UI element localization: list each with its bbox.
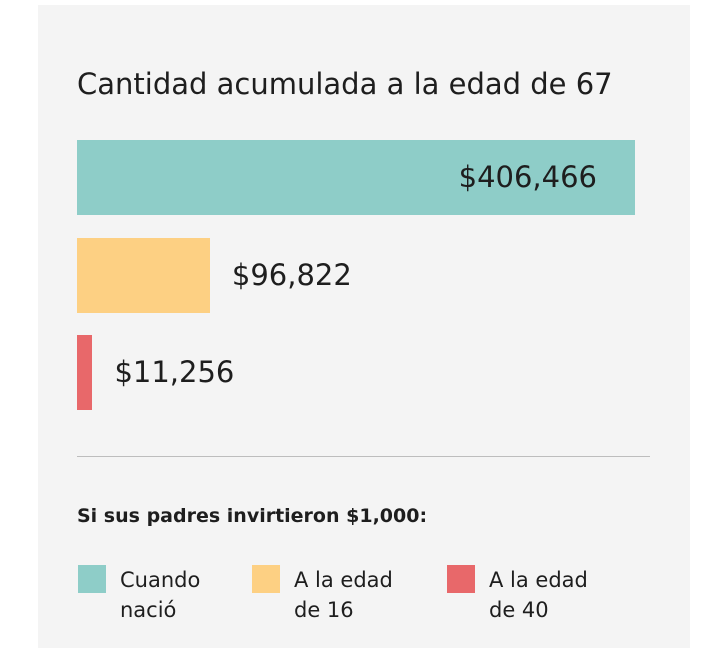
legend-swatch (78, 565, 106, 593)
chart-title: Cantidad acumulada a la edad de 67 (77, 67, 613, 101)
value-label: $11,256 (114, 355, 235, 389)
legend-label: A la edad de 40 (489, 568, 588, 622)
bar (77, 140, 635, 215)
bar (77, 335, 93, 410)
legend-label: Cuando nació (120, 568, 201, 622)
legend-swatch (252, 565, 280, 593)
divider (77, 456, 650, 457)
legend-title: Si sus padres invirtieron $1,000: (77, 505, 428, 527)
card: Cantidad acumulada a la edad de 67 Si su… (38, 5, 690, 648)
value-label: $406,466 (458, 160, 597, 194)
bar (77, 237, 210, 313)
legend-swatch (447, 565, 475, 593)
legend-label: A la edad de 16 (294, 568, 393, 622)
value-label: $96,822 (231, 257, 352, 292)
